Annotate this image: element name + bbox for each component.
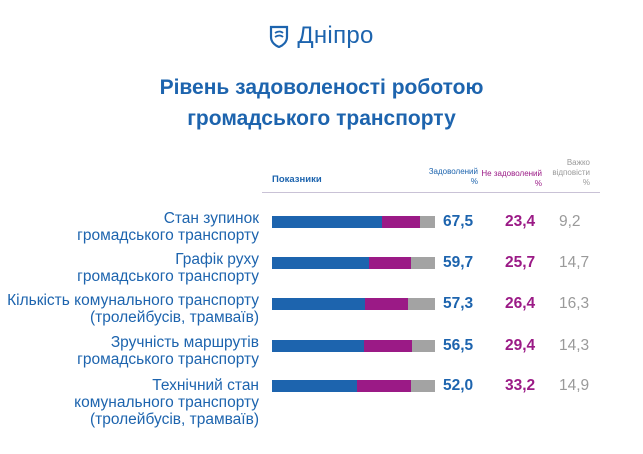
stacked-bar	[272, 257, 435, 269]
bar-segment-sat	[272, 257, 370, 269]
value-label-unsat: 33,2	[505, 377, 536, 394]
stacked-bar	[272, 380, 435, 392]
brand-logo: Дніпро	[0, 22, 643, 50]
value-label-unsat: 26,4	[505, 295, 536, 312]
bar-segment-unsat	[356, 380, 411, 392]
value-label-hard: 14,7	[559, 254, 590, 271]
stacked-bar	[272, 216, 435, 228]
value-label-sat: 67,5	[443, 213, 474, 230]
value-label-unsat: 25,7	[505, 254, 536, 271]
bar-segment-sat	[272, 380, 357, 392]
bar-segment-unsat	[381, 216, 420, 228]
bar-segment-hard	[410, 380, 435, 392]
bar-segment-unsat	[369, 257, 412, 269]
bar-segment-hard	[420, 216, 435, 228]
value-label-hard: 16,3	[559, 295, 590, 312]
bar-segment-unsat	[365, 298, 409, 310]
header-unsatisfied: Не задоволений%	[481, 169, 542, 188]
bar-segment-sat	[272, 340, 364, 352]
bar-segment-hard	[408, 298, 435, 310]
category-label: Стан зупинок громадського транспорту	[77, 210, 259, 244]
category-label: Зручність маршрутів громадського транспор…	[77, 334, 259, 368]
bar-segment-sat	[272, 216, 382, 228]
category-label: Технічний стан комунального транспорту (тр…	[74, 377, 259, 428]
value-label-hard: 14,9	[559, 377, 590, 394]
value-label-sat: 59,7	[443, 254, 474, 271]
chart-title-line-2: громадського транспорту	[187, 107, 456, 130]
bar-segment-hard	[411, 257, 435, 269]
stacked-bar	[272, 340, 435, 352]
value-label-sat: 57,3	[443, 295, 474, 312]
stacked-bar	[272, 298, 435, 310]
chart-title-line-1: Рівень задоволеності роботою	[159, 76, 484, 99]
bar-segment-sat	[272, 298, 366, 310]
shield-logo-icon	[270, 25, 289, 48]
value-label-hard: 14,3	[559, 337, 590, 354]
header-indicators: Показники	[272, 174, 322, 185]
logo-text: Дніпро	[297, 22, 374, 49]
category-label: Графік руху громадського транспорту	[77, 251, 259, 285]
chart-title: Рівень задоволеності роботою громадськог…	[0, 72, 643, 134]
bar-segment-unsat	[363, 340, 412, 352]
value-label-unsat: 23,4	[505, 213, 536, 230]
category-label: Кількість комунального транспорту (тролей…	[7, 292, 259, 326]
header-satisfied: Задоволений%	[428, 167, 478, 186]
value-label-sat: 56,5	[443, 337, 474, 354]
bar-segment-hard	[411, 340, 435, 352]
header-divider	[262, 192, 600, 193]
header-hard-to-answer: Важко відповісти%	[552, 158, 590, 187]
value-label-hard: 9,2	[559, 213, 581, 230]
value-label-unsat: 29,4	[505, 337, 536, 354]
value-label-sat: 52,0	[443, 377, 474, 394]
